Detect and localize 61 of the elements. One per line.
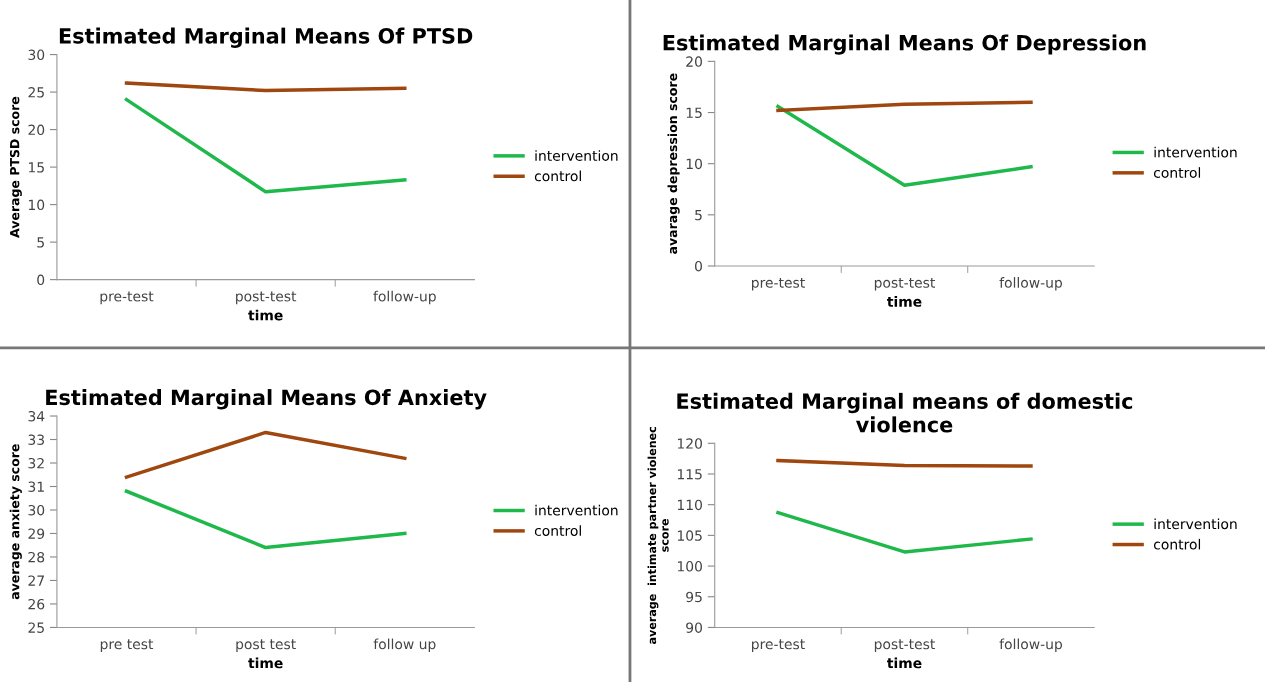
y-tick-label: 10 (28, 199, 45, 211)
y-tick-label: 29 (28, 528, 45, 539)
x-tick-label: post test (236, 639, 296, 652)
legend-label: intervention (535, 504, 618, 516)
y-tick-label: 20 (28, 124, 45, 136)
chart-title: Estimated Marginal Means Of PTSD (59, 27, 473, 48)
y-tick-label: 28 (28, 551, 45, 563)
y-tick-label: 25 (28, 622, 44, 633)
y-tick-label: 31 (28, 481, 44, 492)
x-tick-label: pre test (100, 639, 154, 652)
y-tick-label: 100 (677, 561, 702, 572)
x-tick-label: follow-up (373, 290, 436, 305)
y-tick-label: 115 (677, 469, 702, 480)
legend-label: intervention (1154, 518, 1237, 530)
y-tick-label: 26 (28, 598, 45, 610)
chart-title: Estimated Marginal Means Of Anxiety (46, 389, 487, 410)
y-tick-label: 20 (686, 56, 702, 67)
y-tick-label: 0 (695, 260, 702, 272)
y-axis-title: Average PTSD score (9, 96, 22, 238)
y-tick-label: 5 (695, 209, 702, 221)
legend-label: control (534, 170, 581, 182)
y-axis-title: avarage depression score (667, 73, 680, 254)
y-tick-label: 110 (677, 499, 702, 511)
x-tick-label: post-test (236, 291, 297, 305)
y-tick-label: 30 (28, 49, 45, 61)
y-tick-label: 32 (28, 457, 44, 469)
y-tick-label: 25 (28, 87, 44, 98)
legend-label: control (1153, 538, 1201, 550)
y-axis-title: average anxiety score (9, 444, 22, 600)
legend-label: control (534, 525, 581, 536)
y-tick-label: 5 (37, 237, 44, 248)
x-tick-label: pre-test (100, 291, 154, 305)
legend-label: control (1153, 167, 1201, 178)
y-tick-label: 33 (28, 434, 45, 445)
x-tick-label: pre-test (752, 639, 805, 652)
y-tick-label: 10 (686, 158, 702, 170)
legend-label: intervention (535, 150, 618, 161)
x-tick-label: post-test (874, 639, 935, 652)
y-tick-label: 95 (686, 591, 702, 603)
x-tick-label: follow-up (999, 277, 1063, 291)
x-axis-title: time (248, 657, 283, 669)
chart-title: Estimated Marginal Means Of Depression (663, 34, 1146, 55)
x-tick-label: follow up (373, 638, 436, 652)
y-tick-label: 30 (28, 504, 45, 516)
y-axis-title: average intimate partner violenec score (647, 427, 669, 644)
y-tick-label: 15 (686, 107, 702, 118)
x-axis-title: time (887, 296, 922, 307)
x-axis-title: time (887, 657, 922, 669)
y-tick-label: 90 (686, 622, 702, 633)
x-axis-title: time (248, 309, 283, 321)
x-tick-label: post-test (874, 277, 935, 291)
y-tick-label: 105 (677, 530, 702, 541)
legend-label: intervention (1154, 146, 1237, 158)
y-tick-label: 15 (28, 162, 44, 173)
y-tick-label: 0 (37, 274, 45, 286)
chart-title: Estimated Marginal means of domestic violence (677, 392, 1133, 433)
x-tick-label: follow-up (999, 638, 1063, 652)
y-tick-label: 34 (28, 410, 45, 422)
x-tick-label: pre-test (752, 277, 805, 291)
y-tick-label: 27 (28, 575, 44, 586)
y-tick-label: 120 (677, 438, 702, 449)
